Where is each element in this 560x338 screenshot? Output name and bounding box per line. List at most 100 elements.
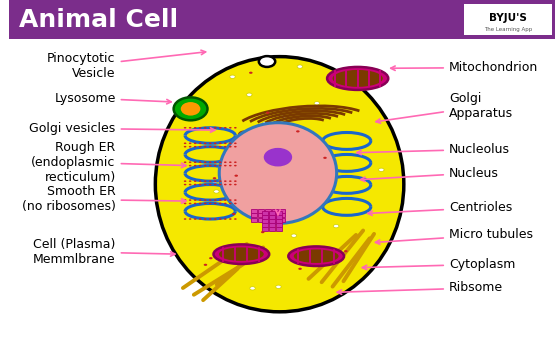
Text: Pinocytotic
Vesicle: Pinocytotic Vesicle [47, 50, 206, 80]
Ellipse shape [229, 162, 232, 163]
Ellipse shape [219, 127, 222, 128]
Ellipse shape [234, 143, 237, 144]
Text: Smooth ER
(no ribosomes): Smooth ER (no ribosomes) [22, 186, 186, 213]
Ellipse shape [189, 203, 192, 204]
Ellipse shape [224, 143, 227, 144]
Ellipse shape [189, 184, 192, 185]
Ellipse shape [204, 143, 207, 144]
Ellipse shape [234, 165, 237, 166]
Ellipse shape [224, 199, 227, 201]
Ellipse shape [214, 146, 217, 147]
Ellipse shape [214, 199, 217, 201]
Text: Rough ER
(endoplasmic
recticulum): Rough ER (endoplasmic recticulum) [31, 141, 186, 184]
Ellipse shape [234, 180, 237, 182]
Bar [265, 218, 271, 222]
Ellipse shape [229, 127, 232, 128]
Ellipse shape [219, 123, 337, 223]
Ellipse shape [184, 180, 186, 182]
Text: Lysosome: Lysosome [54, 92, 171, 104]
Ellipse shape [262, 122, 268, 125]
Ellipse shape [209, 184, 212, 185]
Ellipse shape [379, 168, 384, 171]
Ellipse shape [194, 184, 197, 185]
Bar [258, 213, 264, 217]
Ellipse shape [219, 247, 264, 261]
Ellipse shape [189, 143, 192, 144]
Ellipse shape [209, 257, 213, 259]
Text: Animal Cell: Animal Cell [19, 7, 178, 32]
Ellipse shape [214, 127, 217, 128]
Ellipse shape [204, 162, 207, 163]
Bar [272, 218, 278, 222]
Ellipse shape [155, 57, 404, 312]
Ellipse shape [189, 127, 192, 128]
Bar [269, 215, 274, 219]
Ellipse shape [219, 165, 222, 166]
Ellipse shape [174, 97, 208, 120]
Bar [279, 209, 285, 213]
Ellipse shape [199, 143, 202, 144]
Ellipse shape [217, 166, 223, 169]
Ellipse shape [184, 146, 186, 147]
Bar [262, 227, 268, 231]
Text: Ribsome: Ribsome [337, 282, 503, 294]
Bar [265, 209, 271, 213]
Ellipse shape [199, 127, 202, 128]
Ellipse shape [229, 203, 232, 204]
Bar [272, 213, 278, 217]
Bar [279, 213, 285, 217]
Ellipse shape [229, 165, 232, 166]
Ellipse shape [214, 203, 217, 204]
Ellipse shape [219, 199, 222, 201]
Ellipse shape [204, 203, 207, 204]
Ellipse shape [234, 218, 237, 220]
Ellipse shape [261, 231, 264, 233]
Ellipse shape [234, 199, 237, 201]
Ellipse shape [199, 199, 202, 201]
Ellipse shape [291, 234, 297, 237]
Ellipse shape [209, 180, 212, 182]
Ellipse shape [184, 165, 186, 166]
Ellipse shape [204, 146, 207, 147]
Ellipse shape [229, 143, 232, 144]
Ellipse shape [199, 162, 202, 163]
Ellipse shape [219, 180, 222, 182]
Ellipse shape [281, 115, 286, 118]
Ellipse shape [224, 184, 227, 185]
Bar [269, 227, 274, 231]
Ellipse shape [224, 218, 227, 220]
Ellipse shape [184, 218, 186, 220]
Ellipse shape [204, 180, 207, 182]
Ellipse shape [209, 146, 212, 147]
FancyBboxPatch shape [10, 0, 556, 39]
Bar [272, 209, 278, 213]
Ellipse shape [184, 107, 189, 111]
Ellipse shape [194, 199, 197, 201]
Ellipse shape [199, 218, 202, 220]
Ellipse shape [204, 184, 207, 185]
Ellipse shape [224, 203, 227, 204]
Ellipse shape [204, 199, 207, 201]
Ellipse shape [184, 203, 186, 204]
Ellipse shape [229, 146, 232, 147]
Ellipse shape [194, 143, 197, 144]
Ellipse shape [214, 218, 217, 220]
Ellipse shape [323, 157, 327, 159]
Ellipse shape [209, 162, 212, 163]
Ellipse shape [266, 112, 269, 114]
Bar [262, 215, 268, 219]
Ellipse shape [260, 131, 272, 138]
Ellipse shape [244, 135, 255, 141]
Ellipse shape [199, 184, 202, 185]
Text: Golgi
Apparatus: Golgi Apparatus [376, 93, 513, 123]
Ellipse shape [214, 165, 217, 166]
Ellipse shape [333, 224, 339, 228]
Ellipse shape [234, 146, 237, 147]
Ellipse shape [189, 165, 192, 166]
Ellipse shape [219, 184, 222, 185]
Ellipse shape [297, 65, 302, 68]
Ellipse shape [250, 129, 260, 136]
Ellipse shape [209, 127, 212, 128]
Ellipse shape [333, 70, 383, 87]
Bar [265, 213, 271, 217]
